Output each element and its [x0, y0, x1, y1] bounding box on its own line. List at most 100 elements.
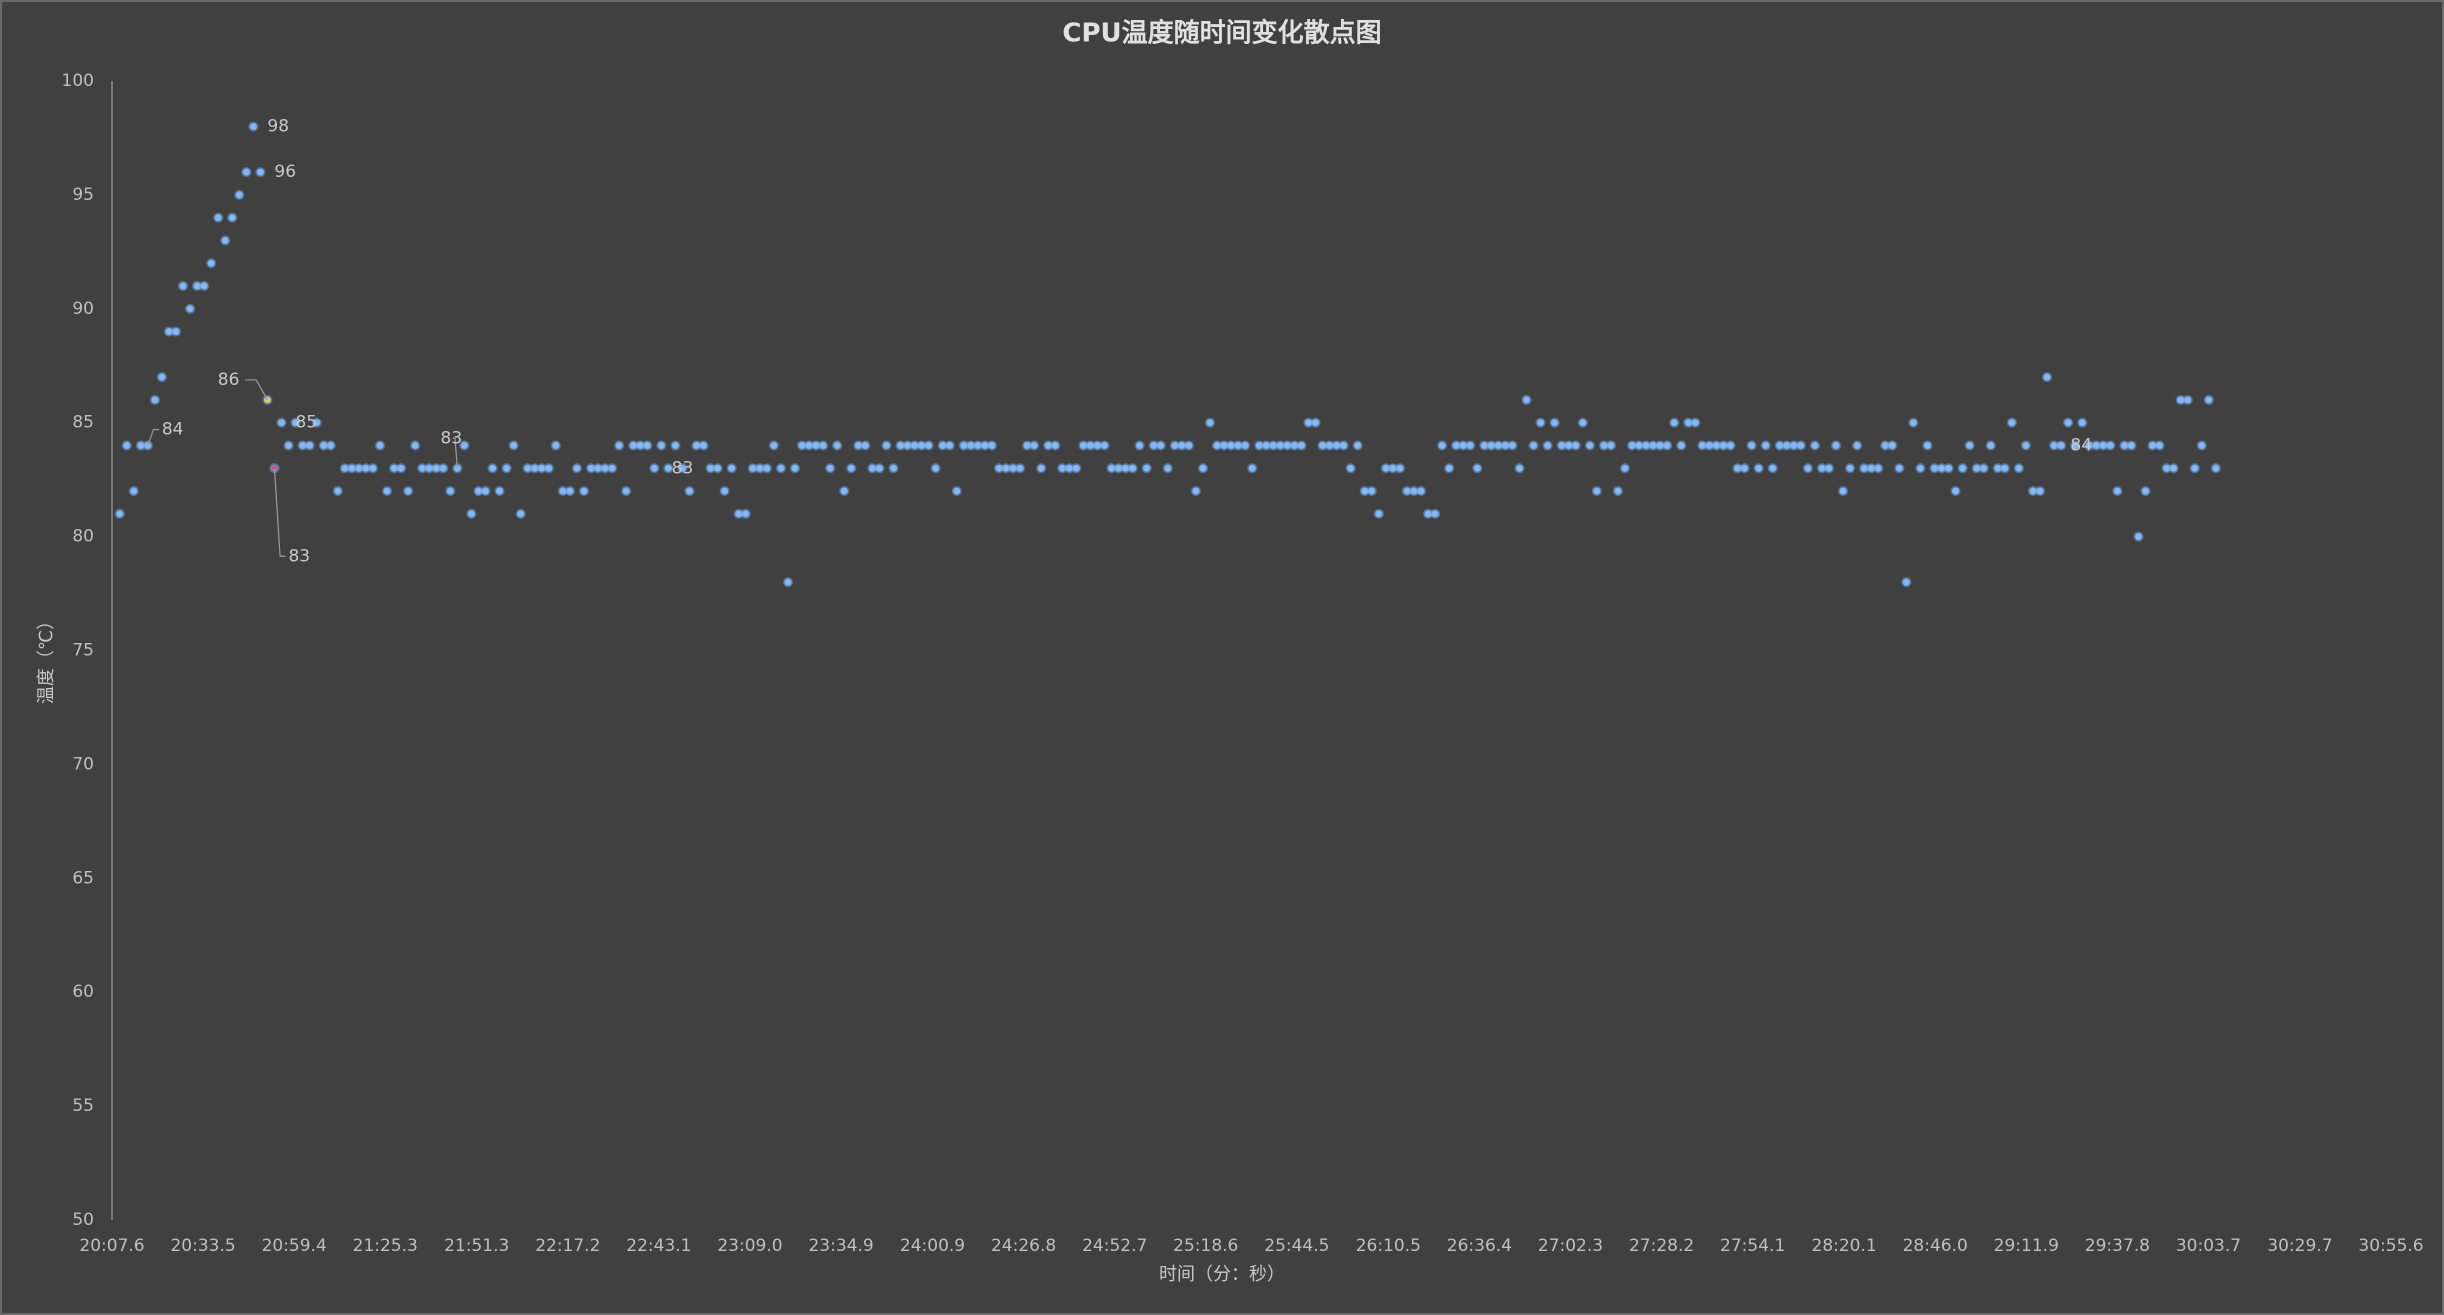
data-point	[1029, 440, 1040, 451]
data-point	[1296, 440, 1307, 451]
data-point	[1852, 440, 1863, 451]
data-point	[1050, 440, 1061, 451]
data-point	[1141, 463, 1152, 474]
x-tick-label: 23:34.9	[808, 1236, 873, 1256]
y-tick-label: 80	[72, 527, 94, 547]
data-point	[1415, 485, 1427, 497]
data-point	[761, 463, 772, 474]
data-point	[1247, 463, 1258, 474]
data-point	[325, 440, 336, 451]
data-point	[1802, 463, 1813, 474]
data-point	[149, 394, 161, 406]
x-tick-label: 28:20.1	[1812, 1236, 1877, 1256]
data-point	[234, 189, 245, 200]
data-point	[1999, 463, 2010, 474]
data-point	[1760, 440, 1771, 451]
data-point	[677, 463, 688, 474]
data-point	[2056, 440, 2067, 451]
data-point	[2077, 417, 2088, 428]
data-point	[642, 440, 653, 451]
data-point	[1134, 440, 1145, 451]
data-point	[944, 440, 955, 451]
data-label: 83	[672, 458, 694, 478]
y-tick-label: 70	[72, 754, 94, 774]
data-point	[374, 440, 386, 451]
data-point	[1514, 463, 1525, 474]
data-point	[494, 485, 505, 497]
x-tick-label: 22:17.2	[535, 1236, 600, 1256]
data-point	[1591, 485, 1602, 497]
data-label: 83	[288, 546, 310, 566]
data-point	[1950, 485, 1961, 497]
data-point	[283, 440, 294, 451]
data-point	[1549, 417, 1560, 428]
x-tick-label: 23:09.0	[717, 1236, 782, 1256]
data-point	[184, 303, 196, 314]
data-point	[564, 485, 576, 497]
data-point	[206, 258, 217, 269]
data-label: 98	[267, 117, 289, 137]
x-tick-label: 20:07.6	[79, 1236, 144, 1256]
data-point	[2210, 463, 2221, 474]
y-tick-label: 75	[72, 641, 94, 661]
data-point	[1183, 440, 1194, 451]
data-point	[930, 463, 941, 474]
data-point	[2154, 440, 2165, 451]
data-point	[466, 508, 477, 519]
data-point	[199, 280, 210, 292]
data-point	[782, 577, 794, 588]
data-point	[170, 326, 182, 337]
x-tick-label: 20:59.4	[262, 1236, 327, 1256]
data-point	[367, 463, 379, 474]
y-tick-label: 65	[72, 868, 94, 888]
data-point	[881, 440, 892, 451]
data-point	[1795, 440, 1806, 451]
data-point	[1366, 485, 1377, 497]
data-point	[614, 440, 625, 451]
data-point	[114, 508, 125, 519]
y-tick-label: 55	[72, 1096, 94, 1116]
data-point	[2006, 417, 2017, 428]
y-tick-label: 100	[62, 71, 94, 91]
x-tick-label: 30:03.7	[2176, 1236, 2241, 1256]
data-point	[1099, 440, 1110, 451]
data-point	[332, 485, 343, 497]
x-tick-label: 27:28.2	[1629, 1236, 1694, 1256]
data-point	[1753, 463, 1764, 474]
data-point	[508, 440, 519, 451]
y-axis-title: 温度（℃）	[36, 612, 57, 704]
data-point	[445, 485, 456, 497]
data-point	[2168, 463, 2179, 474]
data-point	[1444, 463, 1455, 474]
data-point	[719, 485, 730, 497]
data-point	[1352, 440, 1363, 451]
data-label: 85	[296, 413, 318, 433]
data-point	[789, 463, 801, 474]
data-point	[2020, 440, 2032, 451]
data-point	[1901, 577, 1912, 588]
data-point	[1577, 417, 1588, 428]
y-tick-label: 50	[72, 1210, 94, 1230]
data-point	[1978, 463, 1989, 474]
data-point	[1345, 463, 1356, 474]
data-point	[1036, 463, 1047, 474]
x-tick-label: 29:11.9	[1994, 1236, 2059, 1256]
leader-line	[245, 379, 268, 401]
data-label: 86	[218, 370, 240, 390]
data-point	[501, 463, 512, 474]
data-point	[1127, 463, 1138, 474]
data-point	[1985, 440, 1996, 451]
data-point	[1964, 440, 1975, 451]
data-point	[2196, 440, 2207, 451]
data-point	[740, 508, 751, 519]
data-point	[621, 485, 632, 497]
data-point	[1725, 440, 1736, 451]
data-point	[255, 167, 266, 178]
data-point	[874, 463, 885, 474]
x-tick-label: 25:44.5	[1264, 1236, 1329, 1256]
data-point	[1570, 440, 1581, 451]
data-point	[142, 440, 153, 451]
data-point	[684, 485, 695, 497]
